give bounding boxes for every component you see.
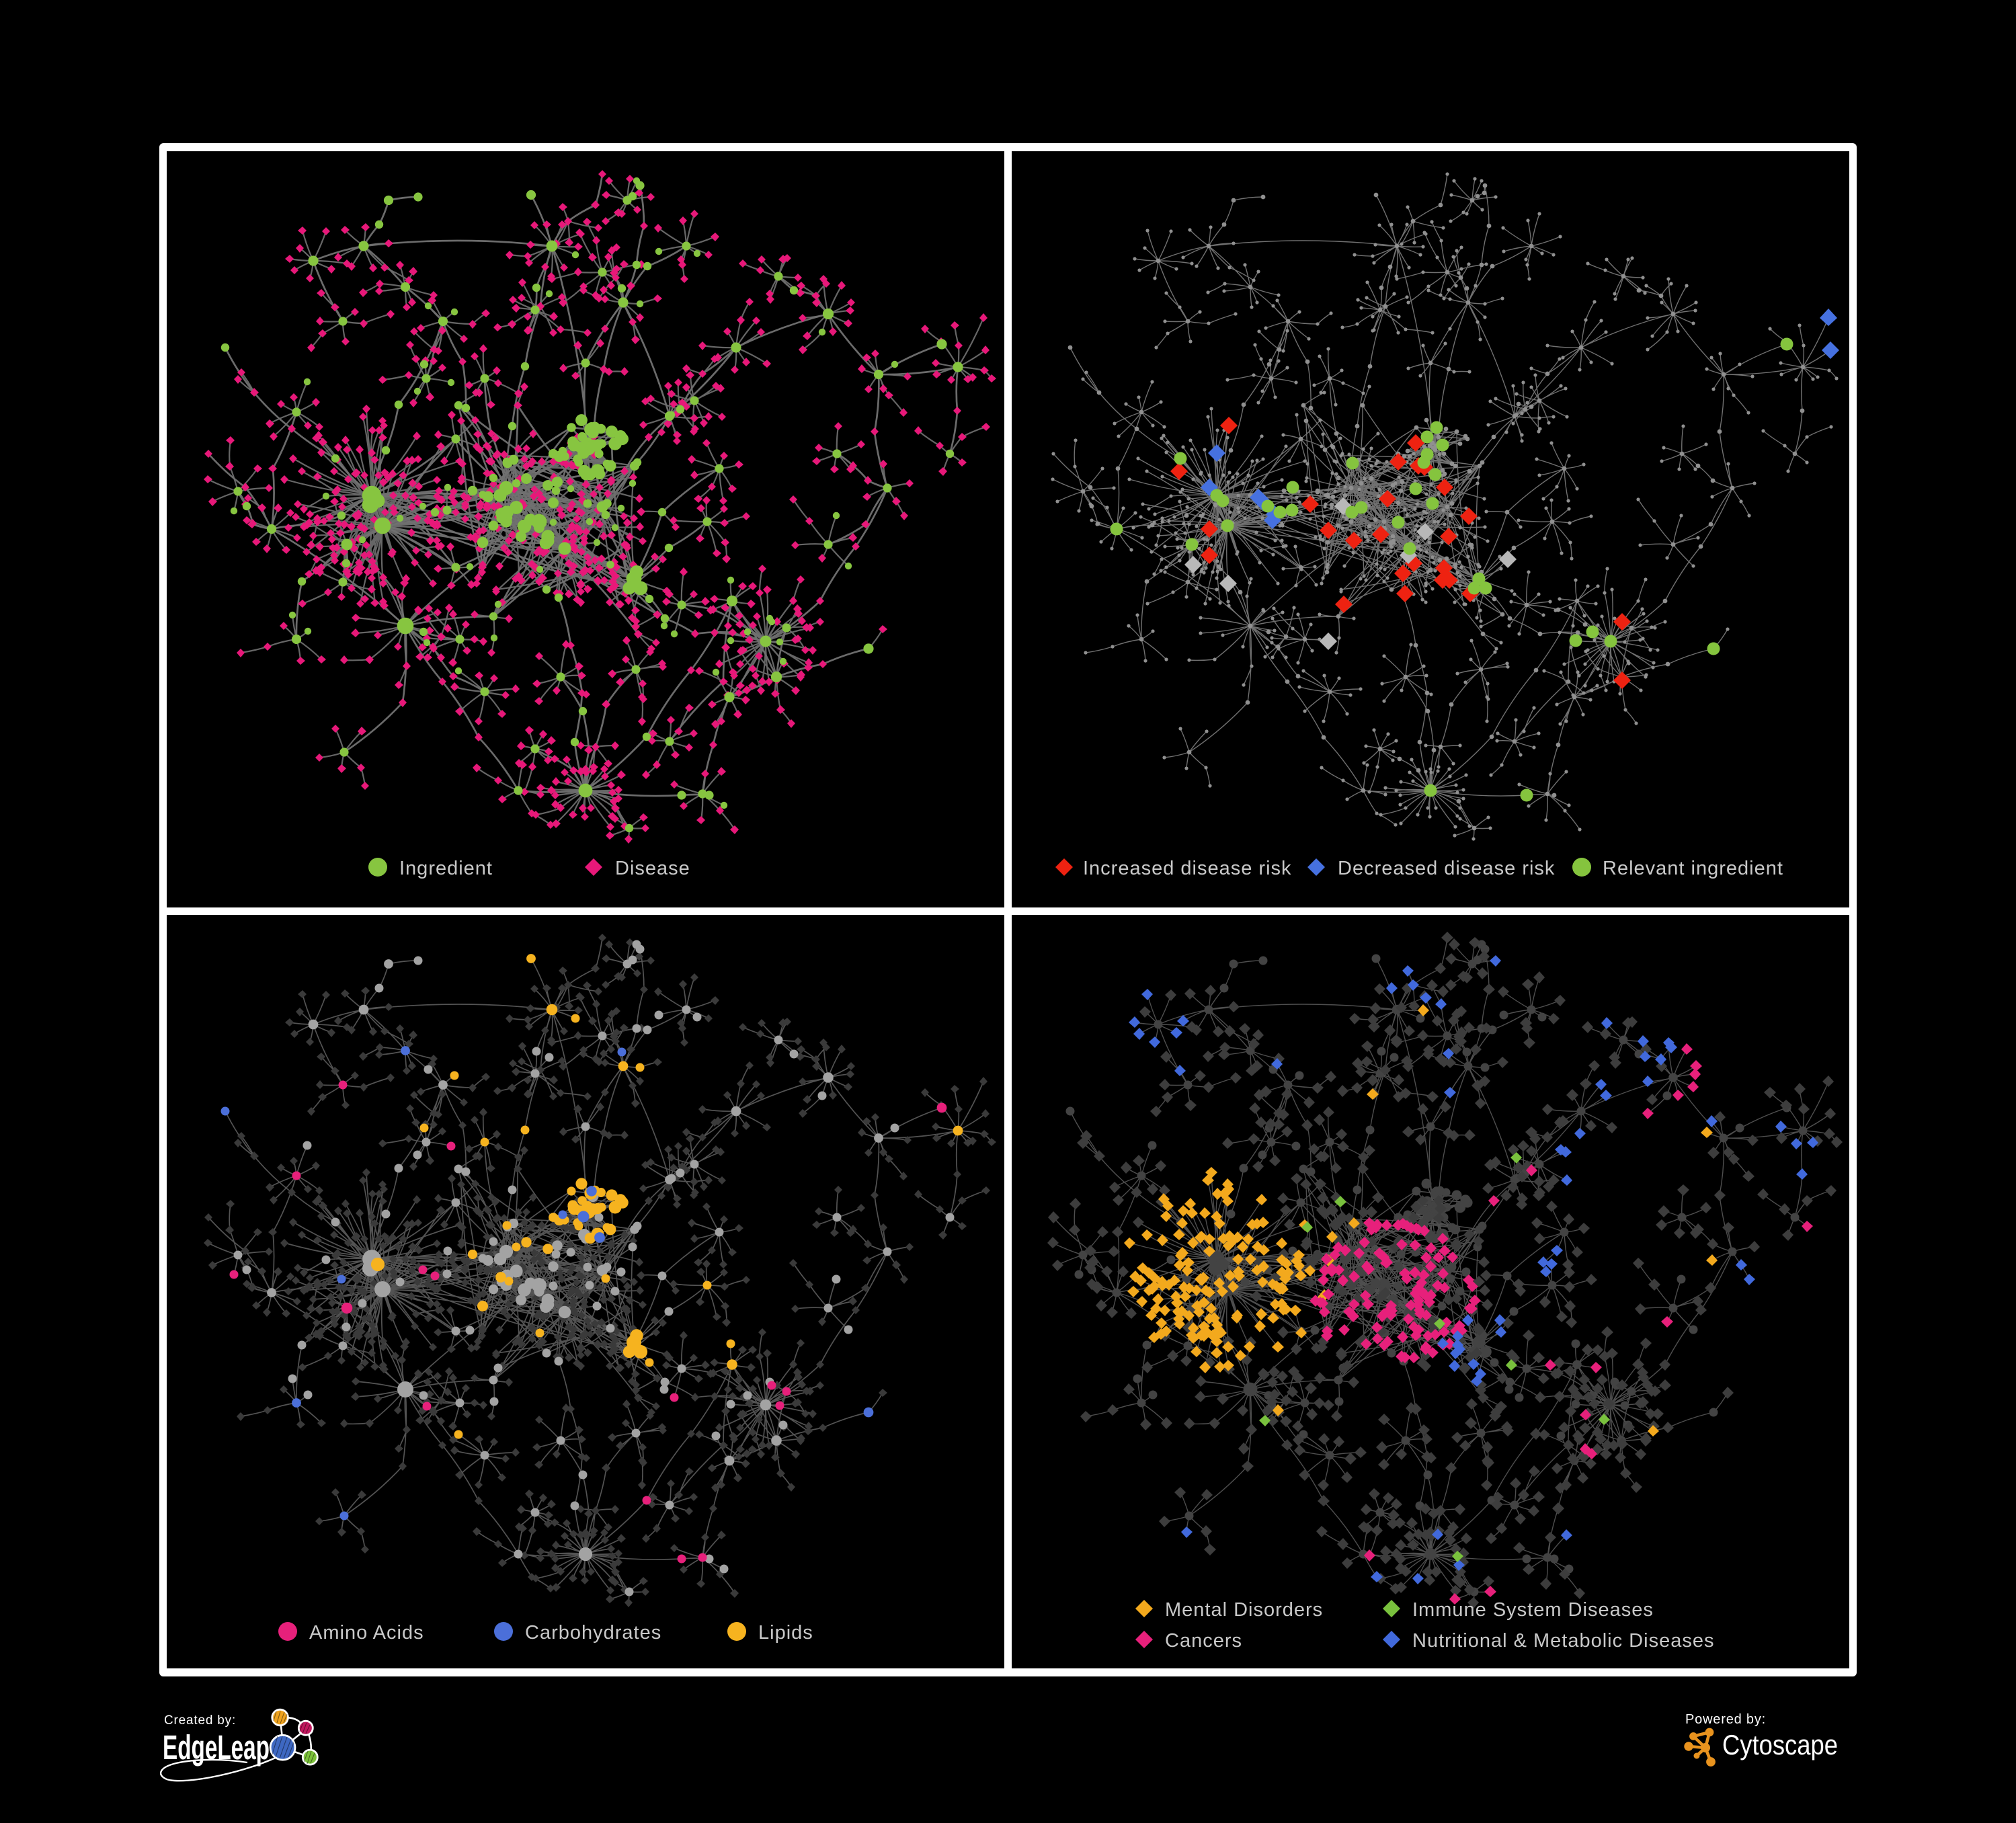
svg-text:Carbohydrates: Carbohydrates [525, 1622, 661, 1644]
svg-text:Cytoscape: Cytoscape [1722, 1729, 1838, 1760]
svg-text:Mental Disorders: Mental Disorders [1165, 1599, 1323, 1621]
svg-text:Created by:: Created by: [164, 1713, 236, 1728]
svg-text:Immune System Diseases: Immune System Diseases [1412, 1599, 1654, 1621]
svg-text:Disease: Disease [615, 858, 690, 879]
svg-text:Powered by:: Powered by: [1685, 1712, 1766, 1727]
svg-text:Increased disease risk: Increased disease risk [1083, 858, 1292, 879]
svg-text:Relevant ingredient: Relevant ingredient [1603, 858, 1783, 879]
svg-text:Amino Acids: Amino Acids [309, 1622, 424, 1644]
svg-text:Ingredient: Ingredient [399, 858, 493, 879]
svg-text:Cancers: Cancers [1165, 1630, 1242, 1652]
svg-text:Nutritional & Metabolic Diseas: Nutritional & Metabolic Diseases [1412, 1630, 1714, 1652]
svg-text:Lipids: Lipids [758, 1622, 813, 1644]
svg-text:Decreased disease risk: Decreased disease risk [1338, 858, 1555, 879]
svg-text:EdgeLeap: EdgeLeap [163, 1728, 270, 1767]
